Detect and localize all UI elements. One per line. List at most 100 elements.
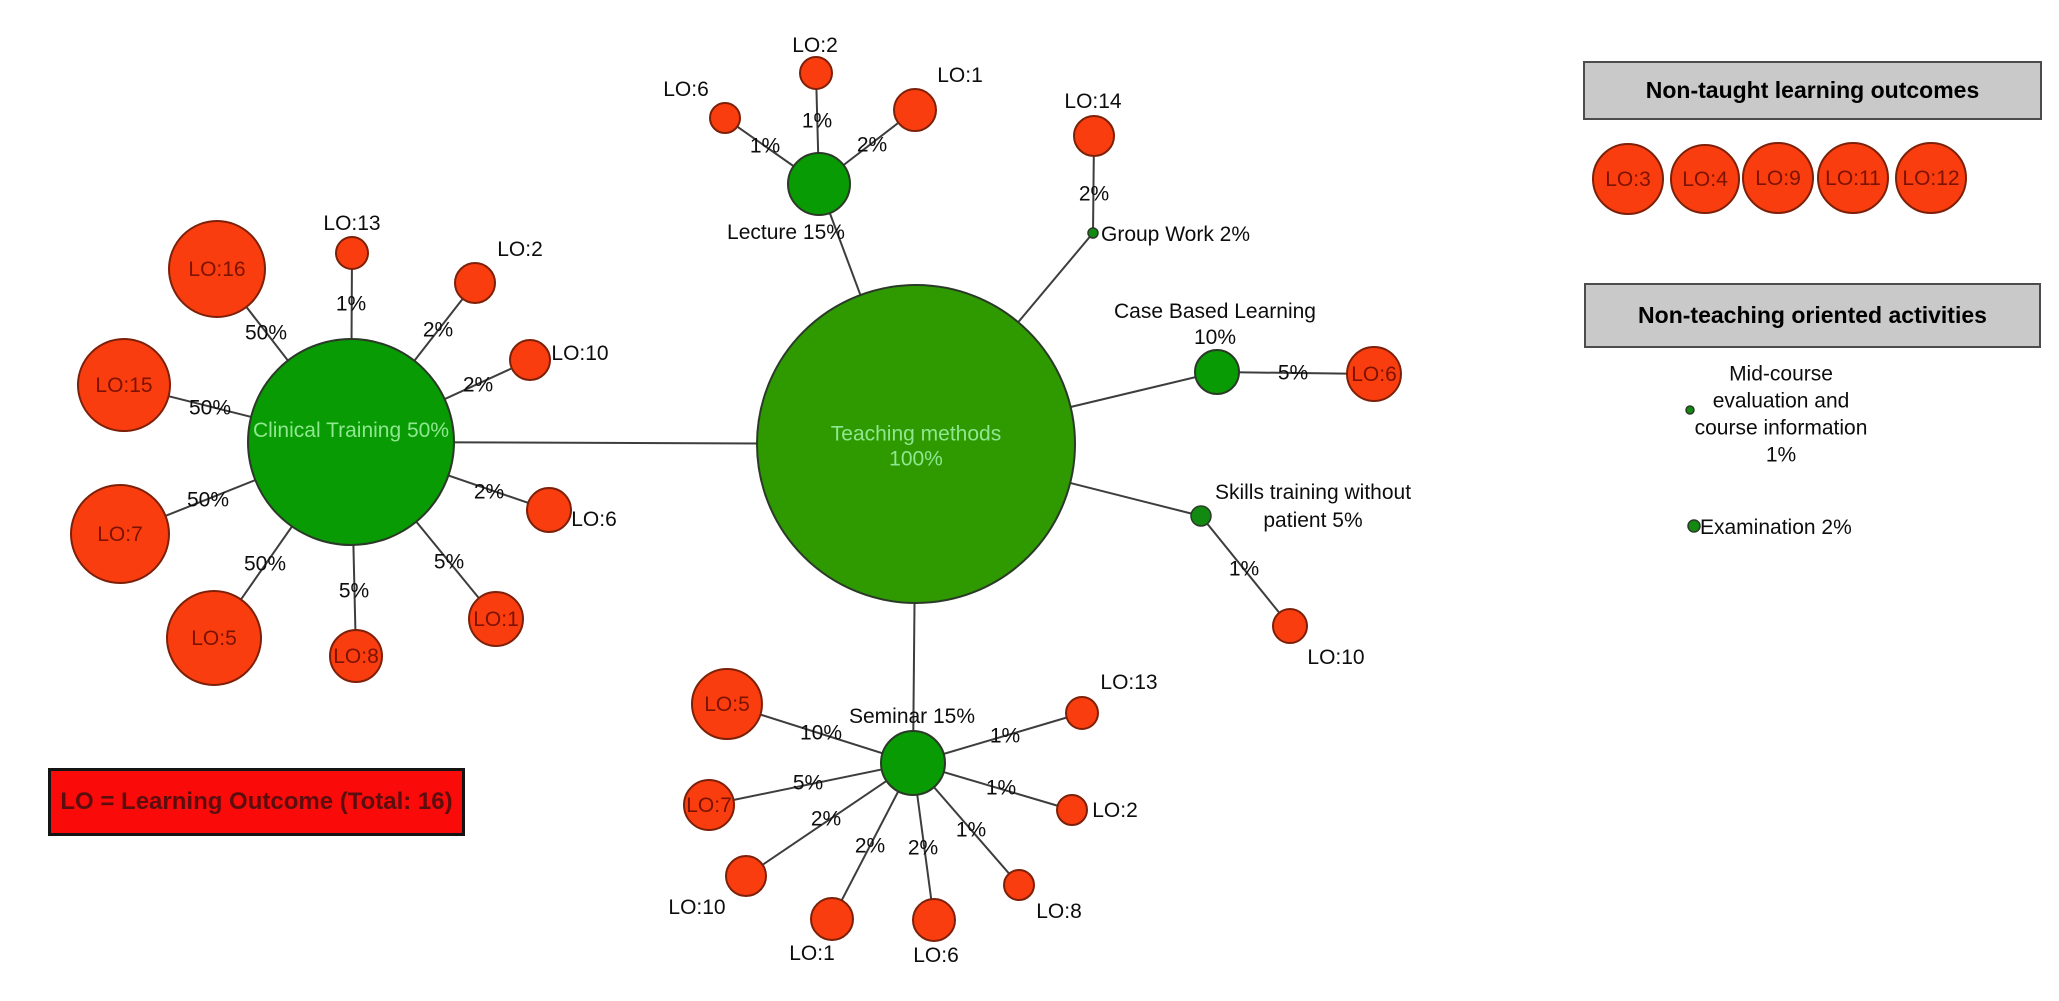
node-lec-lo2 [799, 56, 833, 90]
legend-header-non-taught: Non-taught learning outcomes [1583, 61, 2042, 120]
node-leg-lo12 [1895, 142, 1967, 214]
node-label-ct-lo2: LO:2 [497, 238, 543, 261]
node-group-work [1087, 227, 1099, 239]
node-label-sem-lo13: LO:13 [1100, 671, 1157, 694]
edge-label-group-work-gw-lo14: 2% [1079, 183, 1109, 206]
node-inside-label-clinical-training: Clinical Training 50% [253, 419, 449, 442]
node-gw-lo14 [1073, 115, 1115, 157]
node-inside-label-ct-lo7: LO:7 [97, 523, 143, 546]
node-ct-lo13 [335, 236, 369, 270]
node-ct-lo8 [329, 629, 383, 683]
node-ct-lo7 [70, 484, 170, 584]
node-label-case-based-learning: Case Based Learning 10% [1114, 300, 1316, 349]
edge-label-clinical-training-ct-lo1: 5% [434, 551, 464, 574]
edge-label-clinical-training-ct-lo6: 2% [474, 481, 504, 504]
examination-label: Examination 2% [1700, 516, 1852, 539]
node-leg-lo11 [1817, 142, 1889, 214]
legend-header-non-taught-title: Non-taught learning outcomes [1645, 77, 1980, 103]
node-ct-lo2 [454, 262, 496, 304]
node-inside-label-sem-lo7: LO:7 [686, 794, 732, 817]
node-seminar [880, 730, 946, 796]
edge-label-seminar-sem-lo5: 10% [800, 722, 842, 745]
node-sem-lo13 [1065, 696, 1099, 730]
node-label-lec-lo6: LO:6 [663, 78, 709, 101]
node-skills-training [1190, 505, 1212, 527]
edge-seminar-sem-lo7 [708, 762, 914, 806]
edge-label-seminar-sem-lo1: 2% [855, 835, 885, 858]
edge-label-clinical-training-ct-lo13: 1% [336, 293, 366, 316]
edge-seminar-sem-lo10 [745, 762, 914, 877]
node-case-based-learning [1194, 349, 1240, 395]
node-leg-lo9 [1742, 142, 1814, 214]
node-label-lecture: Lecture 15% [727, 221, 845, 244]
note-box: LO = Learning Outcome (Total: 16) [48, 768, 465, 836]
edge-label-clinical-training-ct-lo10: 2% [463, 374, 493, 397]
node-inside-label-teaching-methods: Teaching methods 100% [831, 422, 1001, 470]
node-sem-lo5 [691, 668, 763, 740]
node-label-sem-lo8: LO:8 [1036, 900, 1082, 923]
node-sem-lo1 [810, 897, 854, 941]
node-ct-lo1 [468, 591, 524, 647]
node-midcourse-dot [1685, 405, 1695, 415]
node-sem-lo2 [1056, 794, 1088, 826]
node-sem-lo7 [683, 779, 735, 831]
node-lecture [787, 152, 851, 216]
node-sem-lo6 [912, 898, 956, 942]
node-inside-label-leg-lo11: LO:11 [1825, 167, 1881, 190]
node-inside-label-ct-lo5: LO:5 [191, 627, 237, 650]
node-leg-lo3 [1592, 143, 1664, 215]
node-label-ct-lo6: LO:6 [571, 508, 617, 531]
node-label-st-lo10: LO:10 [1307, 646, 1364, 669]
edge-label-clinical-training-ct-lo15: 50% [189, 397, 231, 420]
edge-label-clinical-training-ct-lo7: 50% [187, 489, 229, 512]
edge-label-clinical-training-ct-lo5: 50% [244, 553, 286, 576]
edge-label-lecture-lec-lo1: 2% [857, 134, 887, 157]
node-label-seminar: Seminar 15% [849, 705, 975, 728]
node-label-skills-training: Skills training without patient 5% [1215, 481, 1411, 532]
edge-label-seminar-sem-lo6: 2% [908, 837, 938, 860]
node-cbl-lo6 [1346, 346, 1402, 402]
edge-label-seminar-sem-lo13: 1% [990, 725, 1020, 748]
node-inside-label-leg-lo3: LO:3 [1605, 168, 1651, 191]
node-st-lo10 [1272, 608, 1308, 644]
edge-label-clinical-training-ct-lo8: 5% [339, 580, 369, 603]
edge-label-seminar-sem-lo8: 1% [956, 819, 986, 842]
edge-label-clinical-training-ct-lo16: 50% [245, 322, 287, 345]
node-ct-lo16 [168, 220, 266, 318]
note-box-text: LO = Learning Outcome (Total: 16) [60, 788, 453, 815]
node-inside-label-sem-lo5: LO:5 [704, 693, 750, 716]
node-ct-lo15 [77, 338, 171, 432]
node-lec-lo1 [893, 88, 937, 132]
edge-label-clinical-training-ct-lo2: 2% [423, 319, 453, 342]
edge-label-skills-training-st-lo10: 1% [1229, 558, 1259, 581]
midcourse-label: Mid-course evaluation and course informati… [1695, 362, 1868, 466]
edge-label-lecture-lec-lo6: 1% [750, 135, 780, 158]
node-leg-lo4 [1670, 144, 1740, 214]
node-label-ct-lo10: LO:10 [551, 342, 608, 365]
node-ct-lo10 [509, 339, 551, 381]
legend-header-non-teaching-title: Non-teaching oriented activities [1638, 302, 1987, 328]
node-label-lec-lo2: LO:2 [792, 34, 838, 57]
edge-label-seminar-sem-lo7: 5% [793, 772, 823, 795]
node-inside-label-ct-lo8: LO:8 [333, 645, 379, 668]
node-ct-lo6 [526, 487, 572, 533]
edge-label-lecture-lec-lo2: 1% [802, 110, 832, 133]
node-inside-label-ct-lo15: LO:15 [95, 374, 152, 397]
node-examination-dot [1687, 519, 1701, 533]
node-label-sem-lo2: LO:2 [1092, 799, 1138, 822]
node-inside-label-leg-lo12: LO:12 [1902, 167, 1959, 190]
node-label-lec-lo1: LO:1 [937, 64, 983, 87]
node-sem-lo10 [725, 855, 767, 897]
edge-label-seminar-sem-lo2: 1% [986, 777, 1016, 800]
edge-label-seminar-sem-lo10: 2% [811, 808, 841, 831]
node-inside-label-ct-lo1: LO:1 [473, 608, 519, 631]
node-label-gw-lo14: LO:14 [1064, 90, 1122, 113]
node-label-group-work: Group Work 2% [1101, 223, 1250, 246]
edge-label-case-based-learning-cbl-lo6: 5% [1278, 362, 1308, 385]
node-ct-lo5 [166, 590, 262, 686]
node-inside-label-leg-lo4: LO:4 [1682, 168, 1728, 191]
node-inside-label-leg-lo9: LO:9 [1755, 167, 1801, 190]
node-teaching-methods [756, 284, 1076, 604]
